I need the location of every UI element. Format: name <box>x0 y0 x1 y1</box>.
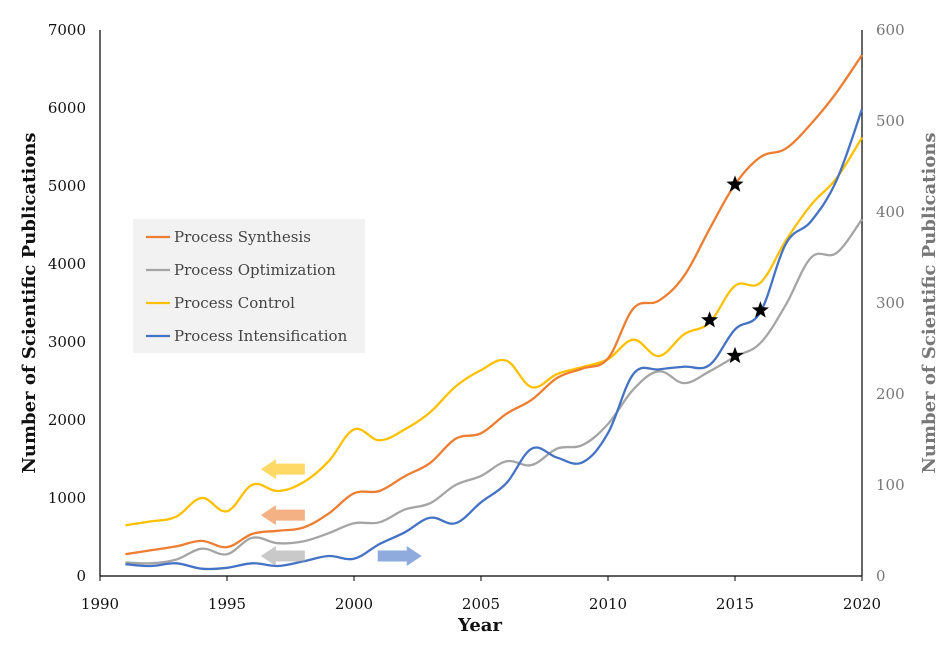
axis-arrow-process-control <box>260 459 305 480</box>
series-line-process-control <box>125 136 863 527</box>
y-right-tick-label: 500 <box>876 112 905 130</box>
legend-label-process-optimization: Process Optimization <box>174 261 336 279</box>
series-line-process-synthesis <box>125 54 863 556</box>
star-marker-process-optimization <box>726 346 744 364</box>
star-marker-process-synthesis <box>726 175 744 192</box>
legend-label-process-intensification: Process Intensification <box>174 327 348 345</box>
x-tick-label: 1990 <box>81 595 119 613</box>
y-right-tick-label: 400 <box>876 203 905 221</box>
series-line-process-intensification <box>125 108 864 571</box>
y-left-tick-label: 7000 <box>48 21 86 39</box>
axis-arrow-process-optimization <box>260 545 305 566</box>
star-marker-process-control <box>701 311 719 328</box>
y-right-tick-label: 600 <box>876 21 905 39</box>
x-tick-label: 2005 <box>462 595 500 613</box>
legend: Process Synthesis Process Optimization Pro… <box>133 219 365 353</box>
y-left-tick-label: 5000 <box>48 177 86 195</box>
y-right-tick-label: 100 <box>876 476 905 494</box>
star-marker-process-intensification <box>751 301 769 318</box>
y-axis-left-title: Number of Scientific Publications <box>19 132 40 473</box>
axis-arrow-process-synthesis <box>260 505 305 526</box>
y-axis-right-title: Number of Scientific Publications <box>919 132 940 473</box>
y-right-tick-label: 300 <box>876 294 905 312</box>
x-tick-label: 2000 <box>335 595 373 613</box>
y-left-tick-label: 3000 <box>48 333 86 351</box>
y-left-tick-label: 6000 <box>48 99 86 117</box>
axis-arrow-process-intensification <box>377 545 422 566</box>
x-tick-label: 2010 <box>589 595 627 613</box>
legend-background <box>133 219 365 353</box>
legend-label-process-synthesis: Process Synthesis <box>174 228 311 246</box>
y-right-tick-label: 200 <box>876 385 905 403</box>
plot-area: 1990 1995 2000 2005 2010 2015 2020010002000300… <box>48 21 905 613</box>
y-left-tick-label: 1000 <box>48 489 86 507</box>
x-tick-label: 2015 <box>716 595 754 613</box>
x-tick-label: 1995 <box>208 595 246 613</box>
y-left-tick-label: 4000 <box>48 255 86 273</box>
y-left-tick-label: 2000 <box>48 411 86 429</box>
x-tick-label: 2020 <box>843 595 881 613</box>
x-axis-title: Year <box>457 615 502 636</box>
y-right-tick-label: 0 <box>876 567 886 585</box>
legend-label-process-control: Process Control <box>174 294 295 312</box>
y-left-tick-label: 0 <box>76 567 86 585</box>
